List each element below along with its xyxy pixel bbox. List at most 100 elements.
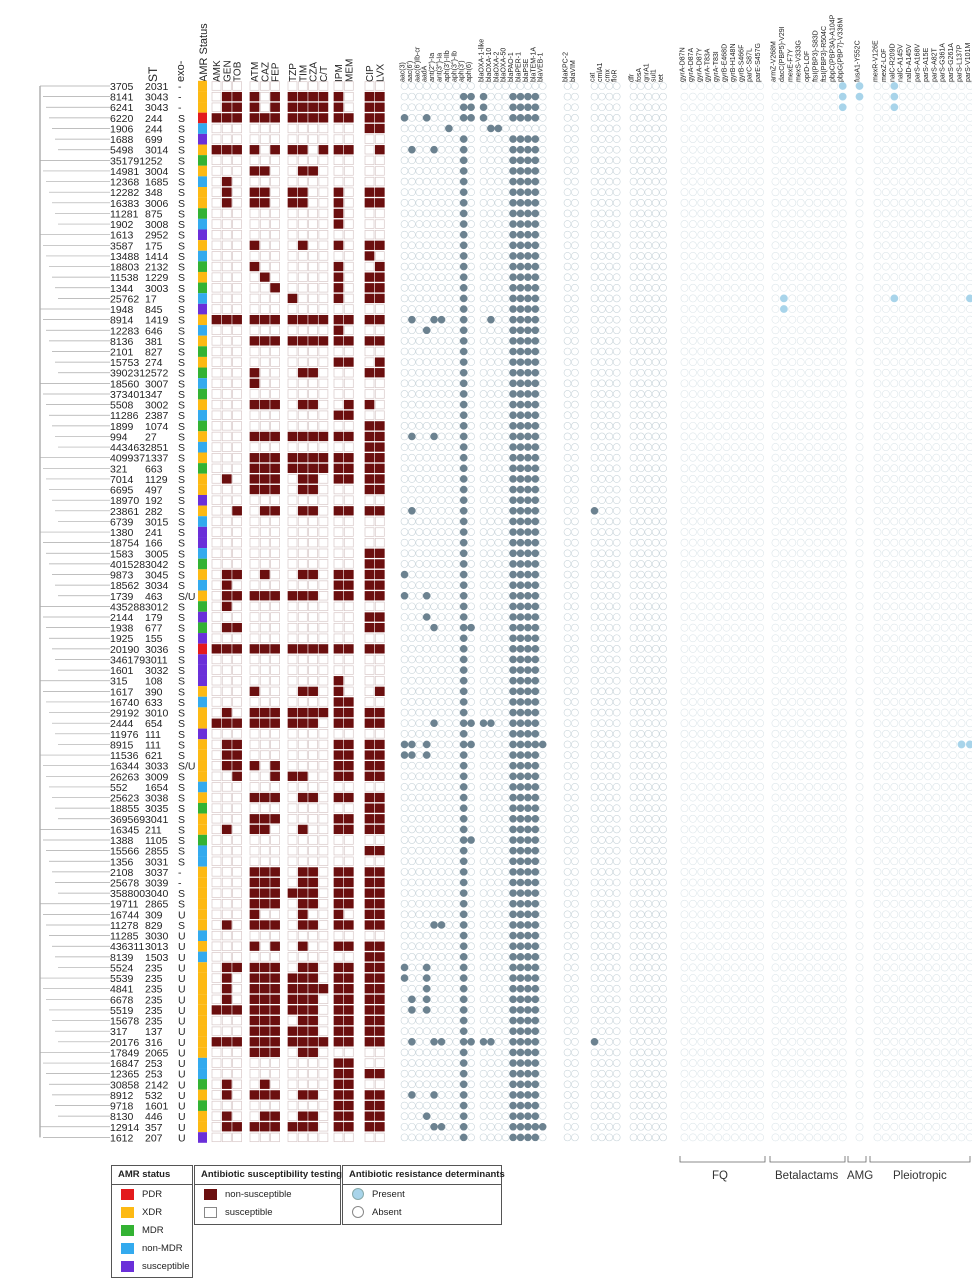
gene-dot bbox=[531, 188, 540, 196]
ast-cell bbox=[221, 527, 232, 537]
gene-dot bbox=[644, 230, 653, 239]
gene-dot bbox=[459, 230, 468, 239]
gene-dot bbox=[408, 230, 416, 239]
mutation-dot bbox=[838, 623, 847, 632]
gene-dot bbox=[644, 337, 653, 345]
ast-cell bbox=[249, 665, 260, 675]
ast-cell bbox=[343, 612, 354, 622]
gene-dot bbox=[651, 368, 660, 377]
mutation-dot bbox=[697, 188, 706, 197]
mutation-dot bbox=[714, 347, 722, 356]
gene-dot bbox=[531, 82, 540, 90]
mutation-dot bbox=[966, 581, 972, 590]
gene-dot bbox=[452, 92, 461, 101]
ast-cell bbox=[221, 601, 232, 612]
mutation-dot bbox=[739, 623, 748, 632]
mutation-dot bbox=[873, 103, 882, 112]
gene-dot bbox=[459, 358, 468, 366]
mutation-dot bbox=[714, 294, 722, 303]
gene-dot bbox=[509, 676, 517, 685]
mutation-dot bbox=[830, 634, 839, 643]
ast-cell bbox=[270, 219, 280, 229]
ast-cell bbox=[232, 633, 242, 643]
ast-cell bbox=[287, 463, 298, 473]
ast-cell bbox=[211, 538, 222, 548]
gene-dot bbox=[644, 262, 653, 271]
ast-cell bbox=[211, 601, 222, 612]
mutation-dot bbox=[788, 560, 797, 568]
mutation-dot bbox=[838, 687, 847, 696]
mutation-dot bbox=[898, 549, 907, 558]
gene-dot bbox=[531, 124, 540, 133]
gene-dot bbox=[479, 496, 488, 504]
gene-dot bbox=[467, 114, 475, 122]
mutation-dot bbox=[822, 613, 830, 621]
mutation-dot bbox=[822, 379, 830, 388]
gene-dot bbox=[494, 432, 503, 441]
gene-dot bbox=[605, 475, 614, 483]
ast-cell bbox=[364, 601, 375, 612]
gene-dot bbox=[479, 443, 488, 451]
ast-cell bbox=[249, 474, 260, 484]
gene-dot bbox=[467, 177, 475, 186]
ast-cell bbox=[297, 463, 308, 473]
gene-dot bbox=[467, 315, 475, 324]
gene-dot bbox=[605, 124, 614, 133]
gene-dot bbox=[509, 379, 517, 388]
mutation-dot bbox=[932, 305, 941, 313]
ast-cell bbox=[287, 187, 298, 197]
gene-dot bbox=[637, 283, 645, 292]
gene-dot bbox=[629, 188, 638, 196]
mutation-dot bbox=[822, 528, 830, 536]
mutation-dot bbox=[796, 570, 805, 579]
mutation-dot bbox=[805, 92, 813, 101]
gene-dot bbox=[524, 676, 532, 685]
gene-dot bbox=[637, 538, 645, 547]
gene-dot bbox=[487, 368, 495, 377]
mutation-dot bbox=[697, 347, 706, 356]
mutation-dot bbox=[830, 188, 839, 197]
mutation-dot bbox=[932, 687, 941, 696]
gene-dot bbox=[422, 676, 431, 685]
gene-dot bbox=[400, 156, 409, 165]
mutation-dot bbox=[813, 156, 822, 165]
mutation-dot bbox=[822, 506, 830, 515]
gene-dot bbox=[644, 124, 653, 133]
mutation-dot bbox=[940, 623, 949, 632]
gene-dot bbox=[437, 379, 446, 388]
gene-dot bbox=[437, 560, 446, 568]
gene-dot bbox=[612, 156, 621, 165]
exo-value: S bbox=[178, 623, 185, 635]
antibiotic-header: CIP bbox=[365, 65, 376, 82]
mutation-dot bbox=[739, 475, 748, 483]
ast-cell bbox=[374, 251, 385, 261]
gene-dot bbox=[531, 252, 540, 260]
ast-cell bbox=[211, 251, 222, 261]
gene-dot bbox=[605, 230, 614, 239]
gene-dot bbox=[531, 390, 540, 398]
ast-cell bbox=[297, 697, 308, 707]
gene-dot bbox=[598, 188, 606, 196]
ast-cell bbox=[308, 506, 318, 516]
gene-dot bbox=[524, 443, 532, 451]
mutation-dot bbox=[756, 167, 764, 175]
gene-dot bbox=[571, 623, 579, 632]
gene-dot bbox=[445, 475, 453, 483]
gene-dot bbox=[644, 156, 653, 165]
gene-dot bbox=[479, 252, 488, 260]
mutation-dot bbox=[722, 209, 731, 218]
gene-dot bbox=[629, 241, 638, 250]
gene-dot bbox=[501, 400, 510, 409]
gene-dot bbox=[415, 443, 424, 451]
mutation-dot bbox=[838, 262, 847, 271]
gene-dot bbox=[531, 241, 540, 250]
mutation-dot bbox=[890, 188, 899, 197]
gene-dot bbox=[501, 560, 510, 568]
gene-dot bbox=[445, 549, 453, 558]
mutation-dot bbox=[838, 358, 847, 367]
gene-dot bbox=[563, 698, 572, 706]
isolate-id: 8914 bbox=[110, 315, 134, 327]
mutation-dot bbox=[890, 538, 899, 547]
mutation-dot bbox=[898, 305, 907, 313]
gene-dot bbox=[612, 602, 621, 611]
